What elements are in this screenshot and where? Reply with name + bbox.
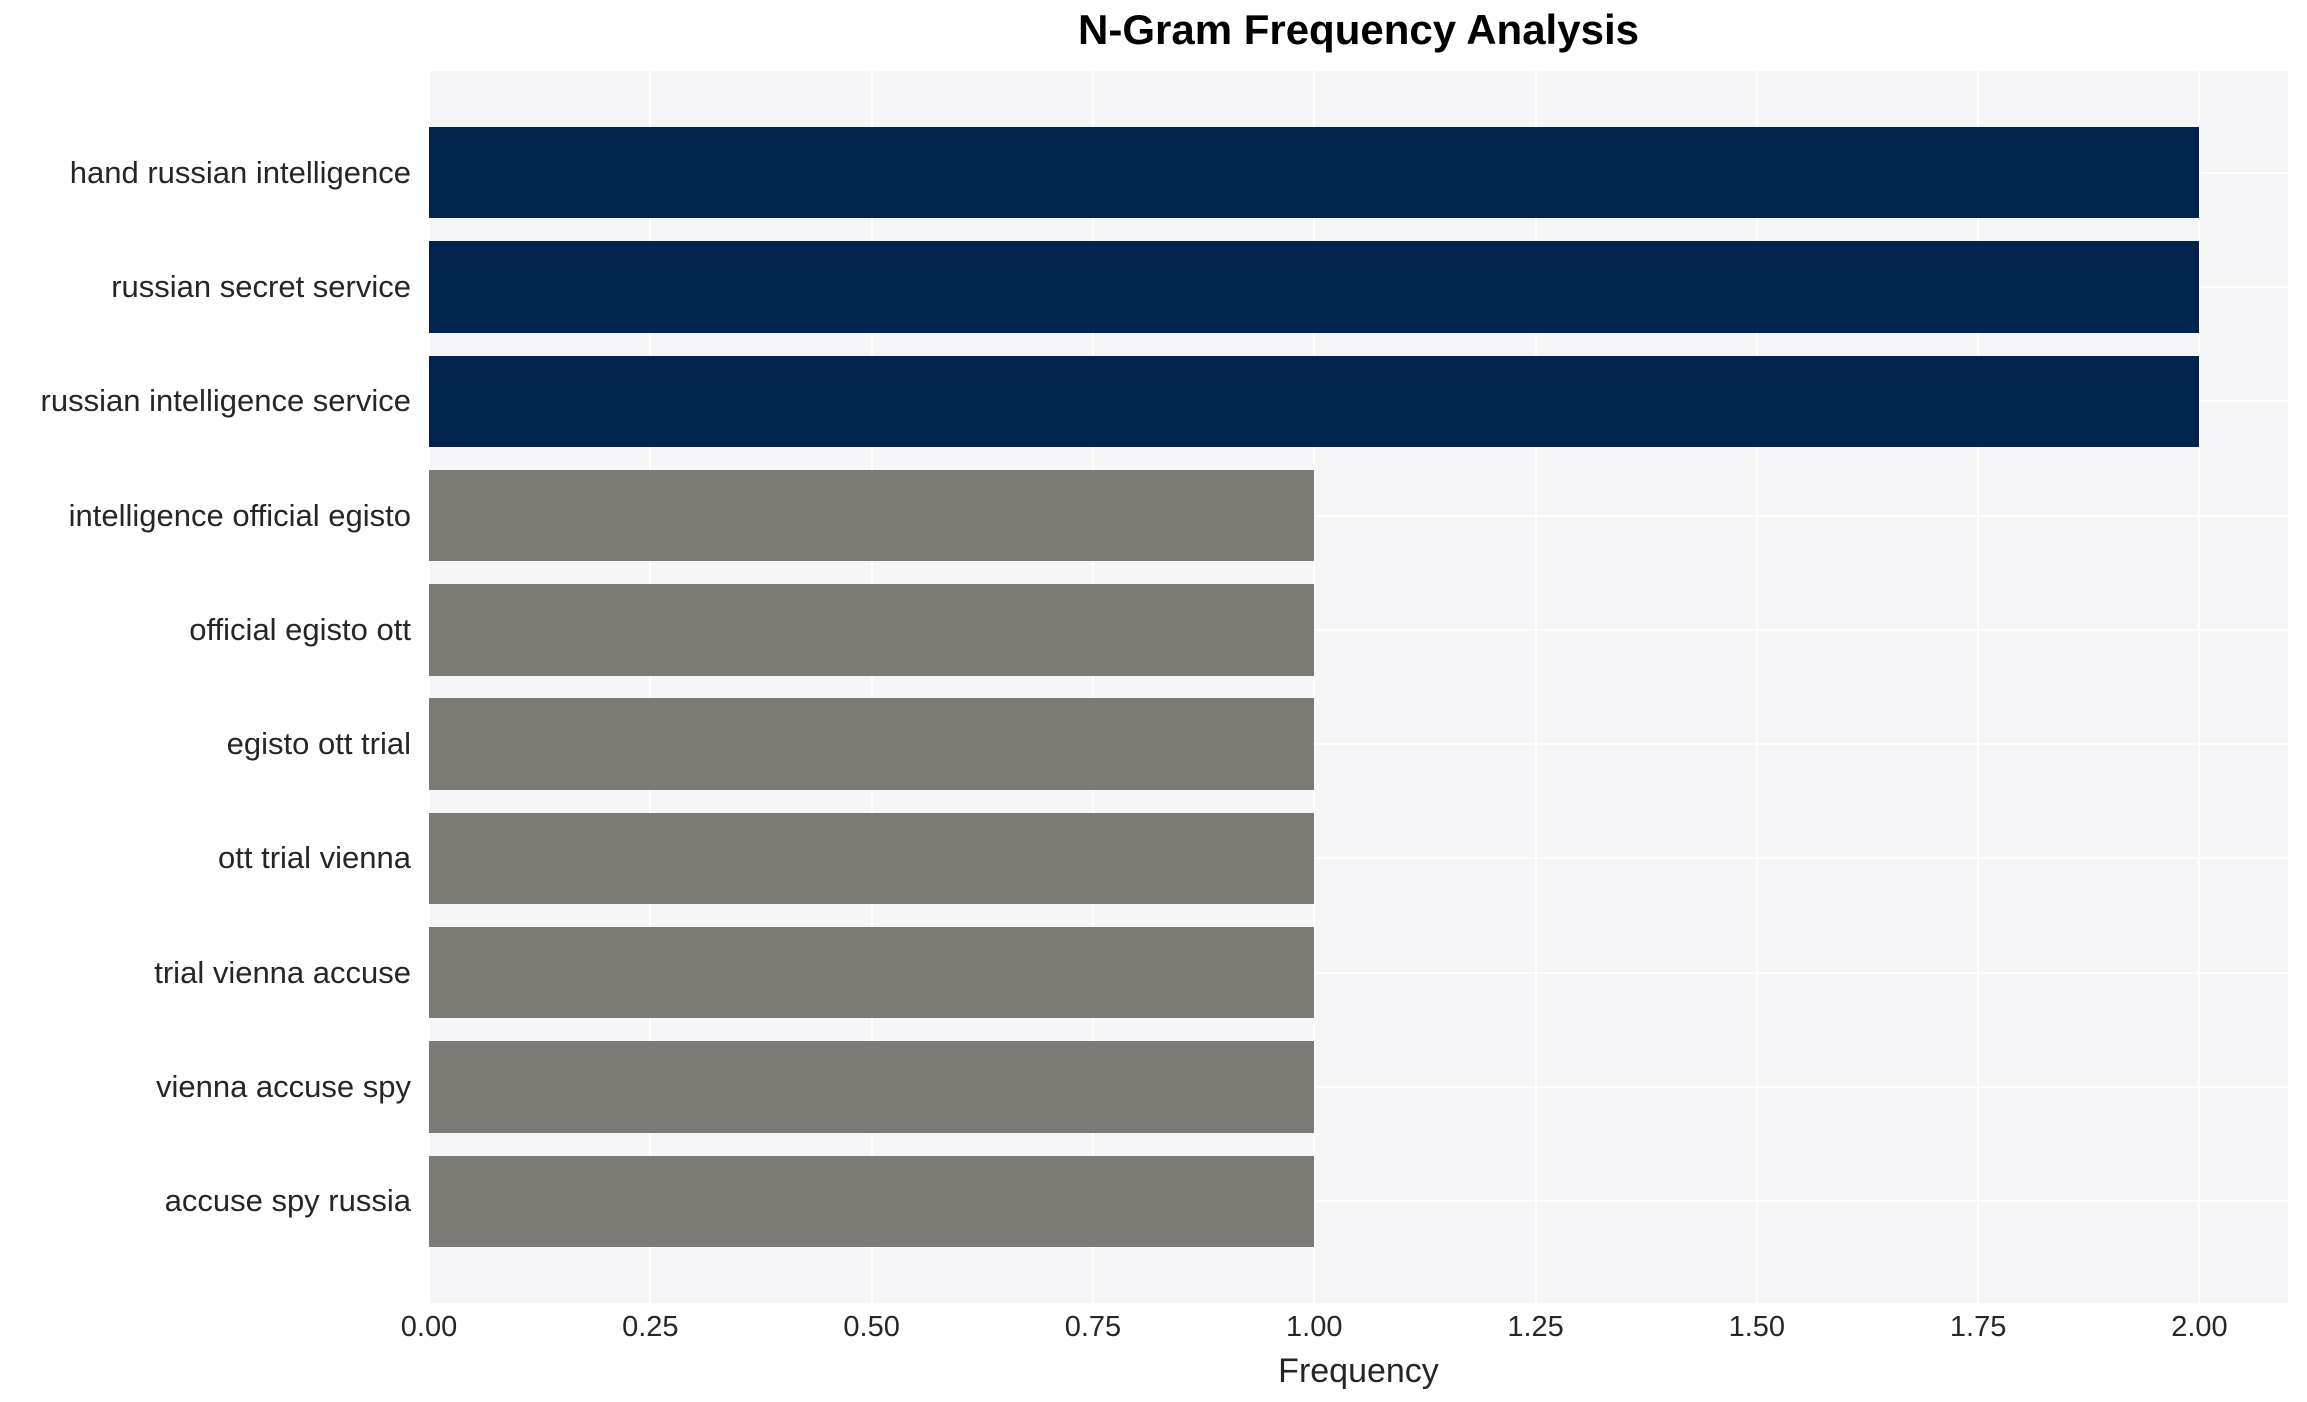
y-tick-label-accuse-spy-russia: accuse spy russia xyxy=(164,1183,411,1219)
x-tick-label-1.00: 1.00 xyxy=(1286,1311,1343,1343)
bar-hand-russian-intelligence xyxy=(429,127,2200,219)
y-tick-label-vienna-accuse-spy: vienna accuse spy xyxy=(155,1069,411,1104)
y-tick-label-intelligence-official-egisto: intelligence official egisto xyxy=(68,497,411,533)
vertical-gridline xyxy=(1755,71,1758,1303)
y-tick-label-russian-secret-service: russian secret service xyxy=(111,269,411,304)
x-tick-label-0.25: 0.25 xyxy=(622,1311,679,1343)
vertical-gridline xyxy=(1091,71,1094,1303)
bar-egisto-ott-trial xyxy=(429,698,1315,790)
horizontal-gridline xyxy=(429,514,2288,517)
bar-russian-secret-service xyxy=(429,241,2200,333)
vertical-gridline xyxy=(870,71,873,1303)
bar-accuse-spy-russia xyxy=(429,1155,1315,1247)
bar-intelligence-official-egisto xyxy=(429,469,1315,562)
bar-trial-vienna-accuse xyxy=(429,927,1315,1019)
y-tick-label-russian-intelligence-service: russian intelligence service xyxy=(40,383,411,419)
x-tick-label-2.00: 2.00 xyxy=(2171,1311,2228,1343)
x-tick-label-1.50: 1.50 xyxy=(1728,1311,1786,1343)
horizontal-gridline xyxy=(429,743,2288,746)
vertical-gridline xyxy=(1313,71,1316,1303)
x-tick-label-0.50: 0.50 xyxy=(843,1311,900,1343)
horizontal-gridline xyxy=(429,1086,2288,1088)
bar-official-egisto-ott xyxy=(429,584,1315,676)
y-tick-label-egisto-ott-trial: egisto ott trial xyxy=(226,726,411,762)
bar-ott-trial-vienna xyxy=(429,812,1315,905)
y-tick-label-trial-vienna-accuse: trial vienna accuse xyxy=(154,954,411,990)
vertical-gridline xyxy=(428,71,430,1303)
bar-vienna-accuse-spy xyxy=(429,1041,1315,1133)
x-axis-label: Frequency xyxy=(1278,1352,1439,1390)
y-tick-label-official-egisto-ott: official egisto ott xyxy=(189,611,411,647)
horizontal-gridline xyxy=(429,1200,2288,1203)
horizontal-gridline xyxy=(429,971,2288,974)
x-tick-label-1.25: 1.25 xyxy=(1507,1311,1564,1343)
plot-area xyxy=(428,71,2288,1303)
x-tick-label-0.00: 0.00 xyxy=(400,1311,458,1343)
vertical-gridline xyxy=(649,71,652,1303)
bar-russian-intelligence-service xyxy=(429,355,2200,447)
vertical-gridline xyxy=(1534,71,1537,1303)
chart-title: N-Gram Frequency Analysis xyxy=(1078,6,1639,53)
vertical-gridline xyxy=(1977,71,1980,1303)
x-tick-label-1.75: 1.75 xyxy=(1949,1311,2007,1343)
vertical-gridline xyxy=(2198,71,2201,1303)
y-tick-label-hand-russian-intelligence: hand russian intelligence xyxy=(69,154,411,190)
x-tick-label-0.75: 0.75 xyxy=(1064,1311,1122,1343)
horizontal-gridline xyxy=(429,857,2288,860)
y-tick-label-ott-trial-vienna: ott trial vienna xyxy=(218,840,411,876)
horizontal-gridline xyxy=(429,628,2288,631)
